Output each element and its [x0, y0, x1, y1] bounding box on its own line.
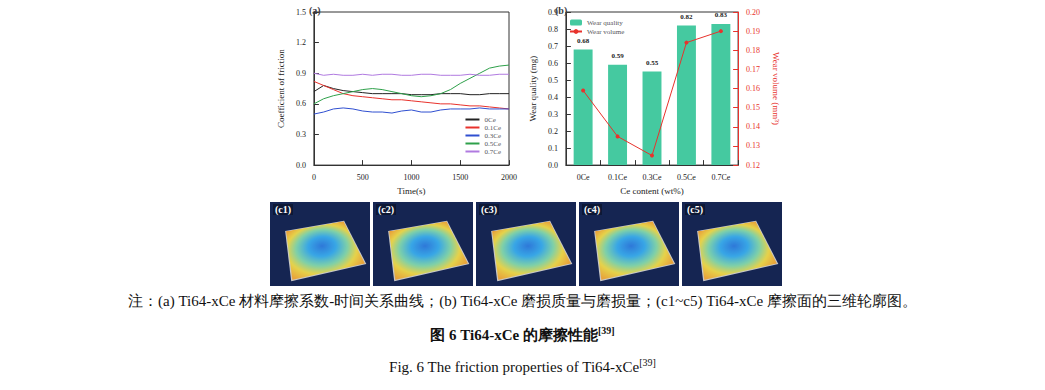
svg-text:0.3Ce: 0.3Ce	[643, 173, 662, 182]
svg-text:0.19: 0.19	[746, 27, 760, 36]
svg-text:0.3Ce: 0.3Ce	[484, 132, 501, 140]
svg-text:0.16: 0.16	[746, 84, 760, 93]
svg-text:0.1Ce: 0.1Ce	[484, 124, 501, 132]
svg-text:0.2: 0.2	[548, 127, 558, 136]
svg-text:0.6: 0.6	[548, 59, 558, 68]
svg-text:0.15: 0.15	[746, 103, 760, 112]
svg-text:0.20: 0.20	[746, 8, 760, 17]
svg-text:0.13: 0.13	[746, 141, 760, 150]
html-text:(c1): (c1)	[275, 204, 292, 215]
svg-text:Time(s): Time(s)	[397, 186, 425, 196]
svg-text:0.0: 0.0	[296, 161, 306, 170]
svg-text:500: 500	[357, 173, 369, 182]
svg-text:2000: 2000	[501, 173, 517, 182]
svg-text:Coefficient of friction: Coefficient of friction	[276, 49, 286, 128]
svg-text:1.5: 1.5	[296, 8, 306, 17]
svg-text:Wear quality: Wear quality	[587, 19, 623, 27]
svg-text:1000: 1000	[403, 173, 419, 182]
svg-text:0.59: 0.59	[611, 52, 624, 60]
svg-text:0.1: 0.1	[548, 144, 558, 153]
svg-text:0.4: 0.4	[548, 93, 558, 102]
html-text:(c2): (c2)	[378, 204, 395, 215]
svg-text:1.2: 1.2	[296, 38, 306, 47]
svg-text:0.17: 0.17	[746, 65, 760, 74]
svg-text:0.83: 0.83	[715, 11, 728, 19]
svg-text:0.6: 0.6	[296, 99, 306, 108]
svg-text:0.14: 0.14	[746, 122, 760, 131]
svg-text:0.3: 0.3	[296, 130, 306, 139]
svg-text:0.82: 0.82	[680, 13, 693, 21]
svg-text:0.8: 0.8	[548, 25, 558, 34]
svg-text:0.68: 0.68	[577, 37, 590, 45]
svg-text:0.9: 0.9	[547, 7, 558, 17]
svg-text:(b): (b)	[555, 5, 567, 17]
html-text:注：(a) Ti64-xCe 材料摩擦系数-时间关系曲线；(: 注：(a) Ti64-xCe 材料摩擦系数-时间关系曲线；(b) Ti64-xC…	[128, 293, 917, 309]
html-text:Fig. 6 The friction properties: Fig. 6 The friction properties of Ti64-x…	[389, 357, 656, 375]
svg-text:0: 0	[312, 173, 316, 182]
svg-text:Ce content (wt%): Ce content (wt%)	[620, 186, 683, 196]
svg-text:0.3: 0.3	[548, 110, 558, 119]
svg-text:Wear volume: Wear volume	[587, 28, 624, 36]
svg-text:0.12: 0.12	[746, 161, 760, 170]
svg-text:0.5: 0.5	[548, 76, 558, 85]
svg-text:0Ce: 0Ce	[577, 173, 590, 182]
svg-text:1500: 1500	[452, 173, 468, 182]
svg-text:Wear quality (mg): Wear quality (mg)	[528, 56, 538, 122]
svg-text:0.18: 0.18	[746, 46, 760, 55]
svg-text:0.7Ce: 0.7Ce	[484, 148, 501, 156]
html-text:(c3): (c3)	[481, 204, 498, 215]
svg-text:0.7Ce: 0.7Ce	[711, 173, 730, 182]
svg-text:0.1Ce: 0.1Ce	[608, 173, 627, 182]
html-text:图 6 Ti64-xCe 的摩擦性能[39]: 图 6 Ti64-xCe 的摩擦性能[39]	[430, 325, 615, 343]
svg-text:0.55: 0.55	[646, 59, 659, 67]
html-text:(c4): (c4)	[584, 204, 601, 215]
svg-text:0Ce: 0Ce	[484, 116, 495, 124]
svg-text:Wear volume (mm³): Wear volume (mm³)	[771, 52, 781, 125]
svg-text:0.9: 0.9	[296, 69, 306, 78]
svg-text:0.7: 0.7	[548, 42, 558, 51]
svg-text:0.0: 0.0	[548, 161, 558, 170]
svg-text:0.5Ce: 0.5Ce	[484, 140, 501, 148]
svg-text:(a): (a)	[309, 5, 321, 17]
svg-text:0.5Ce: 0.5Ce	[677, 173, 696, 182]
html-text:(c5): (c5)	[687, 204, 704, 215]
